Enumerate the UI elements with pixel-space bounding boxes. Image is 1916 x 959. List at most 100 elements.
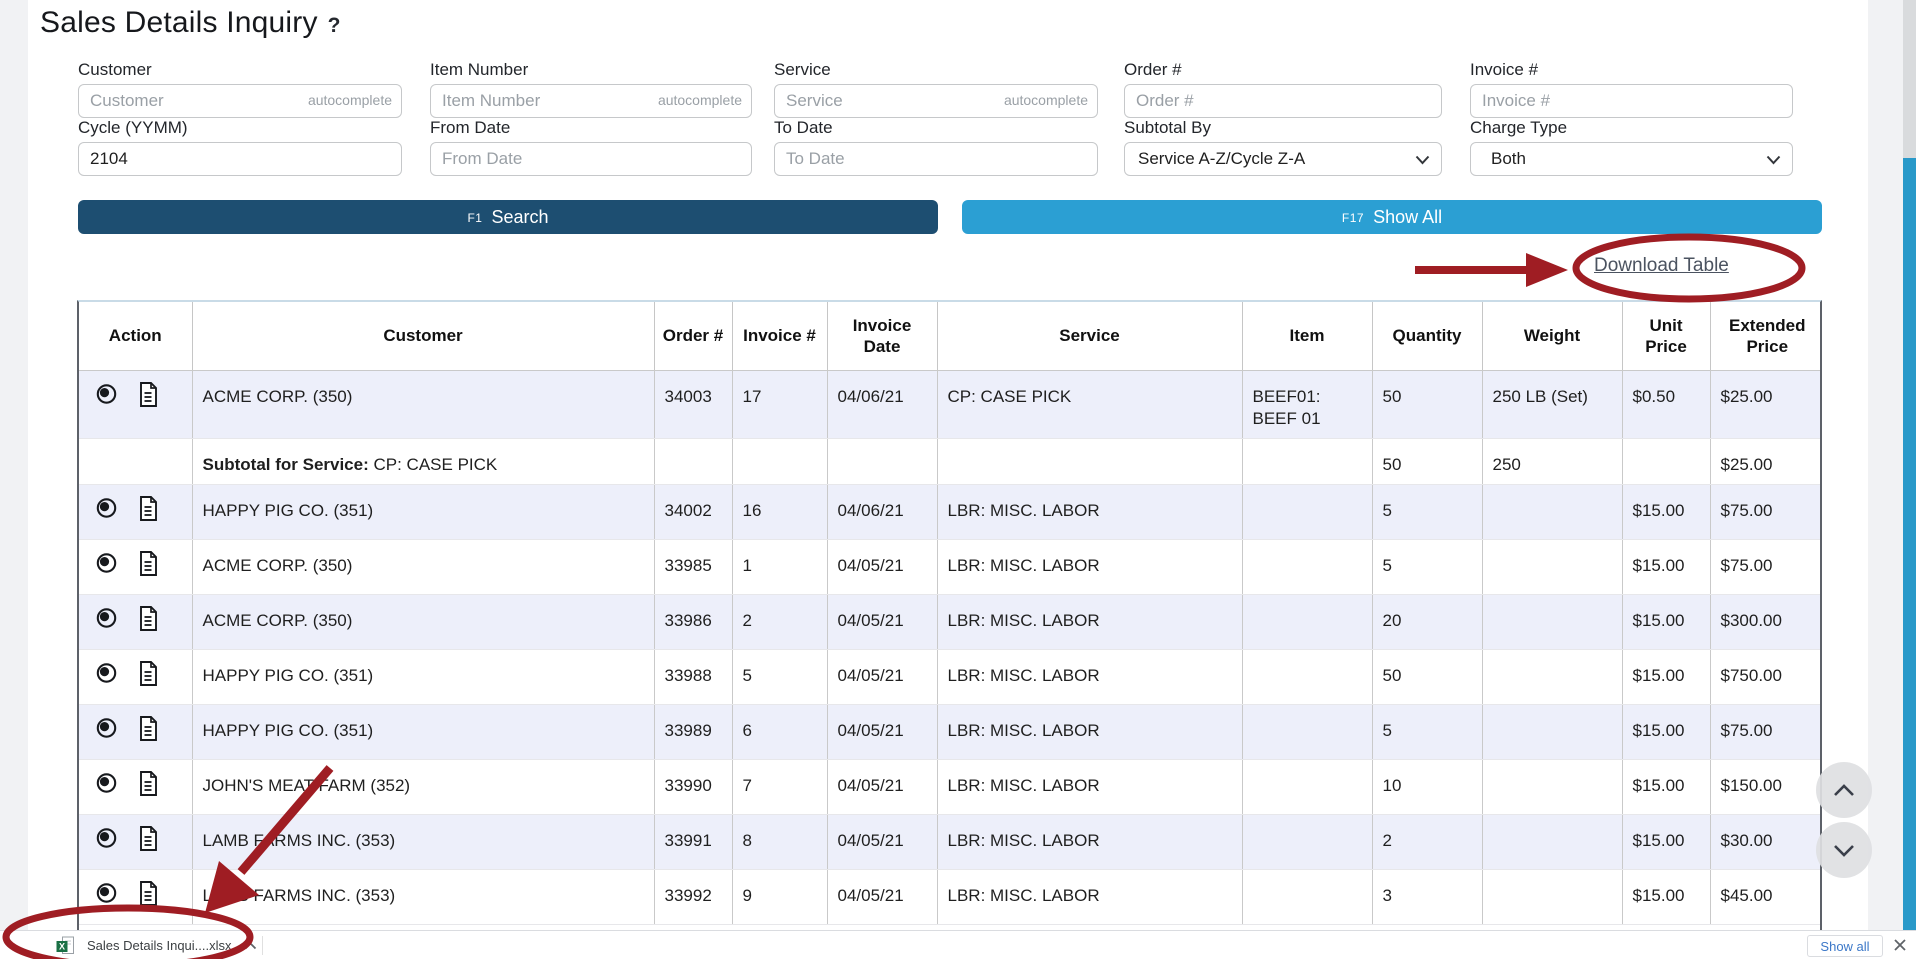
extended-price-cell: $45.00 — [1710, 869, 1820, 925]
from-date-input[interactable] — [430, 142, 752, 176]
chevron-down-icon — [1766, 155, 1781, 165]
table-row: LAMB FARMS INC. (353) 33992 9 04/05/21 LBR: … — [79, 869, 1820, 925]
unit-price-cell: $15.00 — [1622, 814, 1711, 870]
service-cell — [937, 438, 1243, 485]
customer-cell: HAPPY PIG CO. (351) — [192, 649, 655, 705]
eye-icon[interactable] — [93, 496, 120, 526]
item-number-input[interactable] — [430, 84, 752, 118]
scroll-down-button[interactable] — [1816, 822, 1872, 878]
shelf-divider — [262, 936, 263, 955]
eye-icon[interactable] — [93, 382, 120, 412]
downloaded-file-chip[interactable]: X Sales Details Inqui....xlsx — [56, 931, 257, 959]
eye-icon[interactable] — [93, 551, 120, 581]
document-icon[interactable] — [136, 770, 160, 803]
eye-icon[interactable] — [93, 826, 120, 856]
subtotal-by-field-group: Subtotal By Service A-Z/Cycle Z-A — [1124, 118, 1442, 176]
invoice-date-cell — [827, 438, 938, 485]
scroll-up-button[interactable] — [1816, 762, 1872, 818]
cycle-field-group: Cycle (YYMM) — [78, 118, 402, 176]
close-icon[interactable] — [1893, 938, 1907, 952]
order-number-cell: 33991 — [654, 814, 733, 870]
document-icon[interactable] — [136, 381, 160, 414]
cycle-input[interactable] — [78, 142, 402, 176]
shelf-show-all-button[interactable]: Show all — [1807, 935, 1883, 957]
order-number-input[interactable] — [1124, 84, 1442, 118]
action-cell — [79, 759, 193, 815]
eye-icon[interactable] — [93, 881, 120, 911]
eye-icon[interactable] — [93, 771, 120, 801]
item-cell — [1242, 438, 1373, 485]
action-cell — [79, 704, 193, 760]
order-number-label: Order # — [1124, 60, 1182, 79]
unit-price-cell: $15.00 — [1622, 759, 1711, 815]
unit-price-cell: $15.00 — [1622, 484, 1711, 540]
document-icon[interactable] — [136, 605, 160, 638]
customer-cell: ACME CORP. (350) — [192, 370, 655, 439]
item-cell — [1242, 759, 1373, 815]
col-order-number: Order # — [654, 302, 733, 371]
charge-type-value: Both — [1491, 149, 1526, 168]
extended-price-cell: $300.00 — [1710, 594, 1820, 650]
weight-cell — [1482, 649, 1623, 705]
charge-type-select[interactable]: Both — [1470, 142, 1793, 176]
help-icon[interactable]: ? — [327, 14, 341, 37]
show-all-button[interactable]: F17 Show All — [962, 200, 1822, 234]
action-cell — [79, 539, 193, 595]
subtotal-by-select[interactable]: Service A-Z/Cycle Z-A — [1124, 142, 1442, 176]
col-customer: Customer — [192, 302, 655, 371]
unit-price-cell: $15.00 — [1622, 649, 1711, 705]
customer-cell: LAMB FARMS INC. (353) — [192, 814, 655, 870]
order-number-cell: 33992 — [654, 869, 733, 925]
service-input[interactable] — [774, 84, 1098, 118]
item-cell — [1242, 704, 1373, 760]
table-row: LAMB FARMS INC. (353) 33991 8 04/05/21 LBR: … — [79, 814, 1820, 870]
order-number-cell — [654, 438, 733, 485]
eye-icon[interactable] — [93, 606, 120, 636]
col-unit-price: Unit Price — [1622, 302, 1711, 371]
col-service: Service — [937, 302, 1243, 371]
eye-icon[interactable] — [93, 661, 120, 691]
download-shelf: X Sales Details Inqui....xlsx Show all — [0, 930, 1916, 959]
download-table-link[interactable]: Download Table — [1594, 255, 1729, 276]
customer-label: Customer — [78, 60, 152, 79]
customer-cell: JOHN'S MEAT FARM (352) — [192, 759, 655, 815]
search-fkey: F1 — [467, 211, 483, 225]
subtotal-cell: Subtotal for Service: CP: CASE PICK — [192, 438, 655, 485]
show-all-button-label: Show All — [1373, 206, 1443, 227]
scrollbar-thumb[interactable] — [1903, 158, 1916, 930]
document-icon[interactable] — [136, 715, 160, 748]
document-icon[interactable] — [136, 495, 160, 528]
unit-price-cell: $0.50 — [1622, 370, 1711, 439]
customer-cell: ACME CORP. (350) — [192, 539, 655, 595]
to-date-input[interactable] — [774, 142, 1098, 176]
invoice-date-cell: 04/05/21 — [827, 649, 938, 705]
document-icon[interactable] — [136, 550, 160, 583]
table-row: HAPPY PIG CO. (351) 33988 5 04/05/21 LBR: MI… — [79, 649, 1820, 705]
chevron-down-icon — [1834, 844, 1854, 857]
customer-input[interactable] — [78, 84, 402, 118]
order-number-cell: 34002 — [654, 484, 733, 540]
chevron-up-icon — [1834, 783, 1854, 796]
invoice-number-cell: 1 — [732, 539, 828, 595]
invoice-number-input[interactable] — [1470, 84, 1793, 118]
customer-cell: LAMB FARMS INC. (353) — [192, 869, 655, 925]
right-gutter — [1868, 0, 1903, 930]
page-scrollbar[interactable] — [1903, 0, 1916, 930]
downloaded-file-name: Sales Details Inqui....xlsx — [87, 938, 232, 953]
action-cell — [79, 869, 193, 925]
invoice-date-cell: 04/05/21 — [827, 539, 938, 595]
service-cell: CP: CASE PICK — [937, 370, 1243, 439]
eye-icon[interactable] — [93, 716, 120, 746]
search-button[interactable]: F1 Search — [78, 200, 938, 234]
document-icon[interactable] — [136, 880, 160, 913]
document-icon[interactable] — [136, 825, 160, 858]
item-cell — [1242, 814, 1373, 870]
document-icon[interactable] — [136, 660, 160, 693]
extended-price-cell: $25.00 — [1710, 438, 1820, 485]
invoice-number-cell: 16 — [732, 484, 828, 540]
col-invoice-number: Invoice # — [732, 302, 828, 371]
item-cell — [1242, 649, 1373, 705]
left-gutter — [0, 0, 28, 930]
col-invoice-date: Invoice Date — [827, 302, 938, 371]
chevron-up-icon[interactable] — [244, 941, 257, 950]
